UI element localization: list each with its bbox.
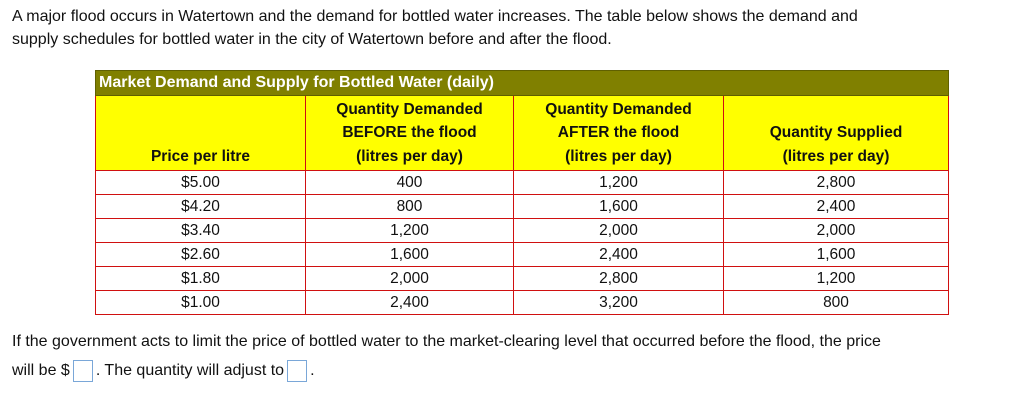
data-cell: $2.60 (95, 242, 306, 267)
data-cell: 1,600 (723, 242, 949, 267)
question-text: . (310, 362, 315, 380)
question-line: If the government acts to limit the pric… (12, 333, 881, 350)
table-title: Market Demand and Supply for Bottled Wat… (95, 70, 949, 96)
data-cell: 2,800 (513, 266, 724, 291)
data-row: $2.60 1,600 2,400 1,600 (95, 242, 949, 267)
data-cell: 800 (305, 194, 514, 219)
quantity-input[interactable] (287, 360, 308, 382)
data-cell: $4.20 (95, 194, 306, 219)
data-cell: 2,400 (723, 194, 949, 219)
data-cell: 1,600 (513, 194, 724, 219)
intro-line: supply schedules for bottled water in th… (12, 31, 612, 48)
header-cell: Quantity Demanded BEFORE the flood (litres… (305, 95, 514, 171)
schedule-table: Market Demand and Supply for Bottled Wat… (95, 70, 949, 315)
data-cell: $5.00 (95, 170, 306, 195)
data-cell: 400 (305, 170, 514, 195)
data-cell: 2,000 (723, 218, 949, 243)
header-line: Price per litre (150, 147, 251, 165)
data-row: $5.00 400 1,200 2,800 (95, 170, 949, 195)
price-input[interactable] (72, 360, 93, 382)
question-text: will be $ (12, 362, 70, 380)
data-cell: 2,400 (305, 290, 514, 315)
data-cell: $1.00 (95, 290, 306, 315)
data-cell: 1,600 (305, 242, 514, 267)
header-line: BEFORE the flood (342, 124, 477, 141)
data-cell: 2,000 (513, 218, 724, 243)
header-line: Quantity Supplied (769, 124, 903, 141)
header-cell: Quantity Supplied (litres per day) (723, 95, 949, 171)
data-cell: 1,200 (513, 170, 724, 195)
data-row: $3.40 1,200 2,000 2,000 (95, 218, 949, 243)
intro-line: A major flood occurs in Watertown and th… (12, 8, 858, 25)
data-cell: 2,800 (723, 170, 949, 195)
data-row: $1.00 2,400 3,200 800 (95, 290, 949, 315)
data-row: $1.80 2,000 2,800 1,200 (95, 266, 949, 291)
header-line: (litres per day) (782, 147, 890, 165)
question-line: will be $ . The quantity will adjust to. (12, 360, 315, 382)
data-cell: 2,000 (305, 266, 514, 291)
data-cell: 1,200 (305, 218, 514, 243)
header-cell: Price per litre (95, 95, 306, 171)
data-cell: $1.80 (95, 266, 306, 291)
header-line: Quantity Demanded (545, 100, 692, 118)
header-line: Quantity Demanded (336, 100, 483, 118)
header-row: Price per litre Quantity Demanded BEFORE t… (95, 95, 949, 171)
header-line: (litres per day) (565, 147, 672, 165)
data-cell: 1,200 (723, 266, 949, 291)
data-cell: 800 (723, 290, 949, 315)
data-cell: $3.40 (95, 218, 306, 243)
data-cell: 2,400 (513, 242, 724, 267)
data-cell: 3,200 (513, 290, 724, 315)
question-text: . The quantity will adjust to (95, 362, 285, 380)
header-line: (litres per day) (356, 147, 463, 165)
header-line: AFTER the flood (557, 124, 680, 141)
data-row: $4.20 800 1,600 2,400 (95, 194, 949, 219)
header-cell: Quantity Demanded AFTER the flood (litres … (513, 95, 724, 171)
